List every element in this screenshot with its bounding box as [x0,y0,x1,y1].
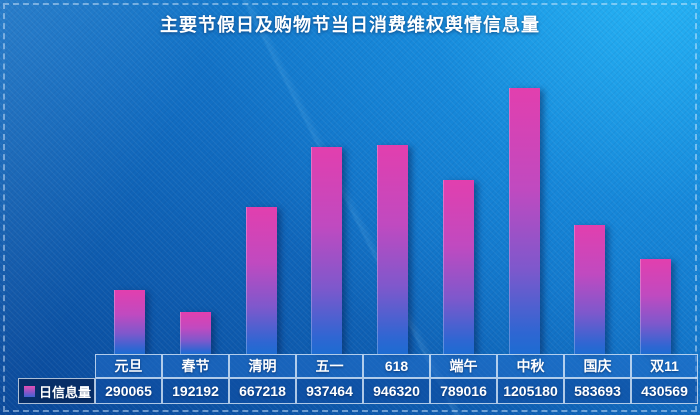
table-value-row: 日信息量 290065 192192 667218 937464 946320 78901… [18,378,698,404]
table-header-清明: 清明 [229,354,296,378]
table-value-端午: 789016 [430,378,497,404]
table-header-国庆: 国庆 [564,354,631,378]
table-value-双11: 430569 [631,378,698,404]
table-value-中秋: 1205180 [497,378,564,404]
data-table: 元旦 春节 清明 五一 618 端午 中秋 国庆 双11 日信息量 290065 192192 66… [18,354,698,404]
bar-春节 [179,312,211,354]
table-value-清明: 667218 [229,378,296,404]
bar-国庆 [574,225,606,354]
chart-title: 主要节假日及购物节当日消费维权舆情信息量 [160,15,540,35]
bar-618 [377,145,408,354]
table-value-618: 946320 [363,378,430,404]
legend-cell: 日信息量 [18,378,95,404]
table-header-中秋: 中秋 [497,354,564,378]
series-color-swatch-icon [24,385,35,397]
table-value-五一: 937464 [296,378,363,404]
table-header-春节: 春节 [162,354,229,378]
table-value-国庆: 583693 [564,378,631,404]
bar-元旦 [114,290,145,354]
bar-端午 [442,180,474,354]
bar-双11 [640,259,671,354]
table-header-618: 618 [363,354,430,378]
bar-五一 [311,147,343,354]
table-header-五一: 五一 [296,354,363,378]
table-header-元旦: 元旦 [95,354,162,378]
table-header-row: 元旦 春节 清明 五一 618 端午 中秋 国庆 双11 [18,354,698,378]
table-header-端午: 端午 [430,354,497,378]
table-corner-spacer [18,354,95,378]
table-value-元旦: 290065 [95,378,162,404]
bar-清明 [245,207,277,354]
legend-label: 日信息量 [39,384,92,400]
table-header-双11: 双11 [631,354,698,378]
bar-中秋 [508,88,540,354]
table-value-春节: 192192 [162,378,229,404]
